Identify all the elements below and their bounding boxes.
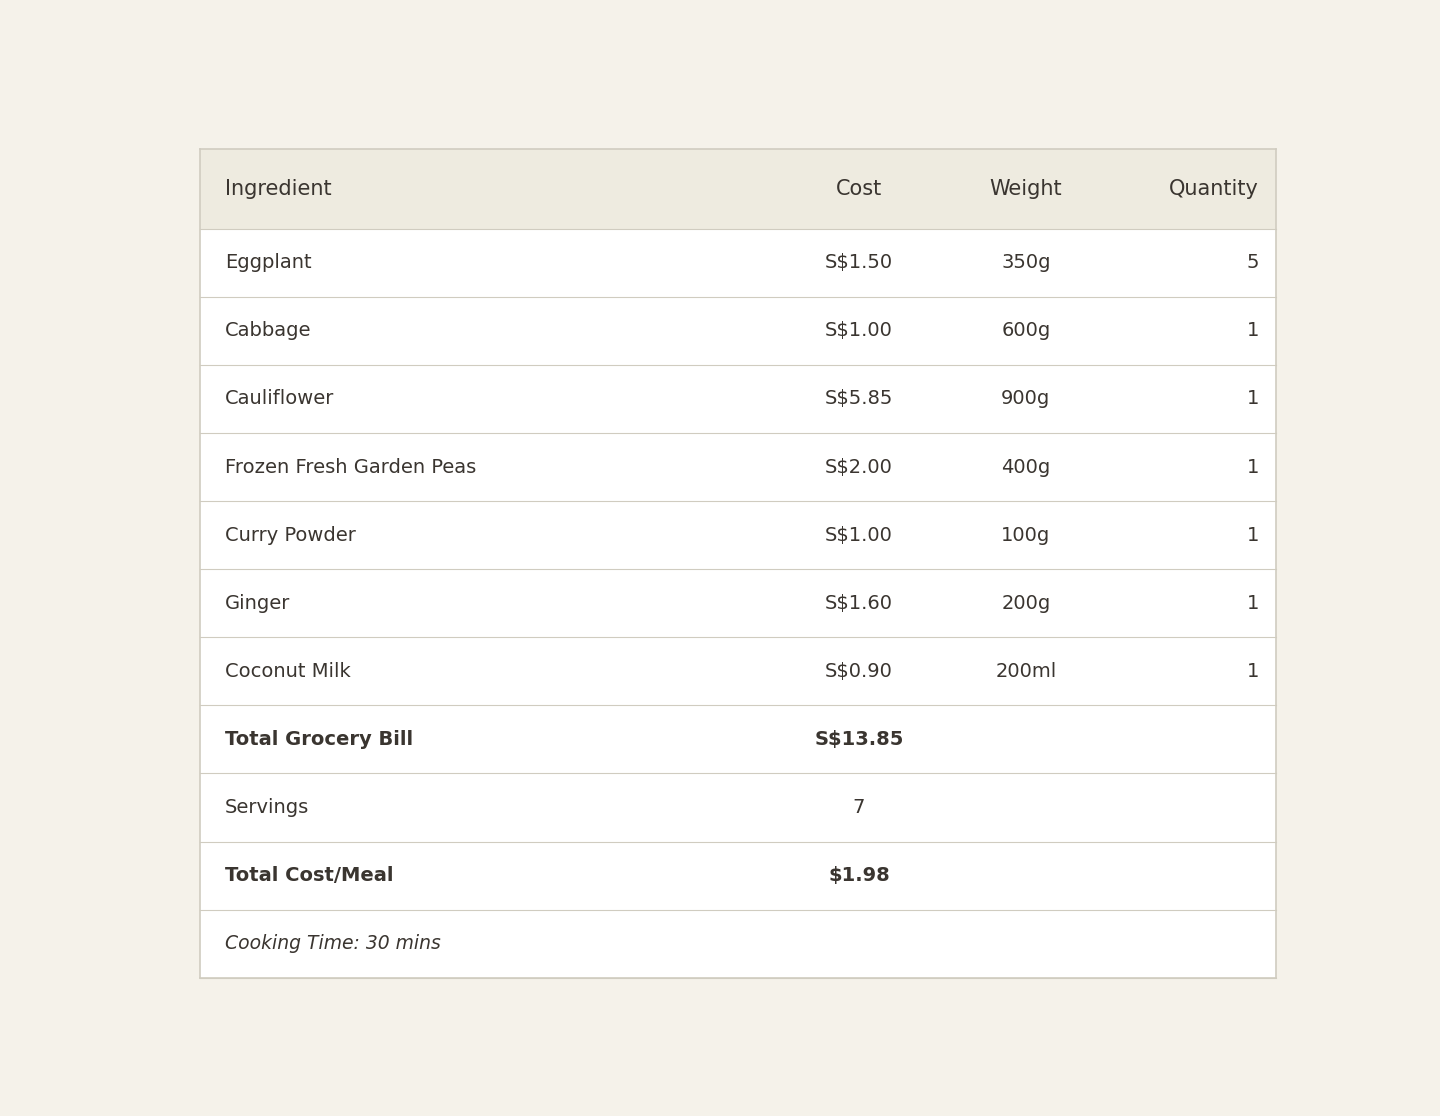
Text: Total Cost/Meal: Total Cost/Meal — [225, 866, 393, 885]
Bar — [200, 501, 1276, 569]
Text: Cost: Cost — [835, 179, 883, 199]
Bar — [200, 705, 1276, 773]
Text: S$13.85: S$13.85 — [815, 730, 904, 749]
Text: 600g: 600g — [1001, 321, 1050, 340]
Text: 900g: 900g — [1001, 389, 1050, 408]
Text: Coconut Milk: Coconut Milk — [225, 662, 350, 681]
Text: Frozen Fresh Garden Peas: Frozen Fresh Garden Peas — [225, 458, 475, 477]
Text: S$1.00: S$1.00 — [825, 526, 893, 545]
Text: S$1.50: S$1.50 — [825, 253, 893, 272]
Text: S$1.60: S$1.60 — [825, 594, 893, 613]
Text: Servings: Servings — [225, 798, 310, 817]
Text: Ingredient: Ingredient — [225, 179, 331, 199]
Text: 1: 1 — [1247, 321, 1259, 340]
Text: 1: 1 — [1247, 389, 1259, 408]
Bar — [200, 910, 1276, 978]
Text: Curry Powder: Curry Powder — [225, 526, 356, 545]
Text: Eggplant: Eggplant — [225, 253, 311, 272]
Text: 1: 1 — [1247, 526, 1259, 545]
Bar — [200, 569, 1276, 637]
Text: 5: 5 — [1247, 253, 1259, 272]
Text: S$1.00: S$1.00 — [825, 321, 893, 340]
Bar — [200, 150, 1276, 229]
Text: Total Grocery Bill: Total Grocery Bill — [225, 730, 413, 749]
Text: Cabbage: Cabbage — [225, 321, 311, 340]
Text: Cauliflower: Cauliflower — [225, 389, 334, 408]
Bar — [200, 365, 1276, 433]
Text: $1.98: $1.98 — [828, 866, 890, 885]
Text: Weight: Weight — [989, 179, 1063, 199]
Text: Quantity: Quantity — [1169, 179, 1259, 199]
Text: Cooking Time: 30 mins: Cooking Time: 30 mins — [225, 934, 441, 953]
Text: Ginger: Ginger — [225, 594, 289, 613]
Bar — [200, 297, 1276, 365]
Bar — [200, 773, 1276, 841]
Bar — [200, 433, 1276, 501]
Text: 100g: 100g — [1001, 526, 1050, 545]
Bar — [200, 229, 1276, 297]
Text: S$5.85: S$5.85 — [825, 389, 893, 408]
Text: S$0.90: S$0.90 — [825, 662, 893, 681]
Text: 7: 7 — [852, 798, 865, 817]
Text: S$2.00: S$2.00 — [825, 458, 893, 477]
Text: 200g: 200g — [1001, 594, 1050, 613]
Text: 400g: 400g — [1001, 458, 1050, 477]
Bar — [200, 841, 1276, 910]
Text: 350g: 350g — [1001, 253, 1051, 272]
Text: 1: 1 — [1247, 594, 1259, 613]
Text: 1: 1 — [1247, 662, 1259, 681]
Text: 1: 1 — [1247, 458, 1259, 477]
Text: 200ml: 200ml — [995, 662, 1057, 681]
Bar — [200, 637, 1276, 705]
